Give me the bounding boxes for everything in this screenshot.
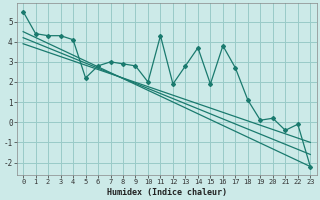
X-axis label: Humidex (Indice chaleur): Humidex (Indice chaleur) (107, 188, 227, 197)
